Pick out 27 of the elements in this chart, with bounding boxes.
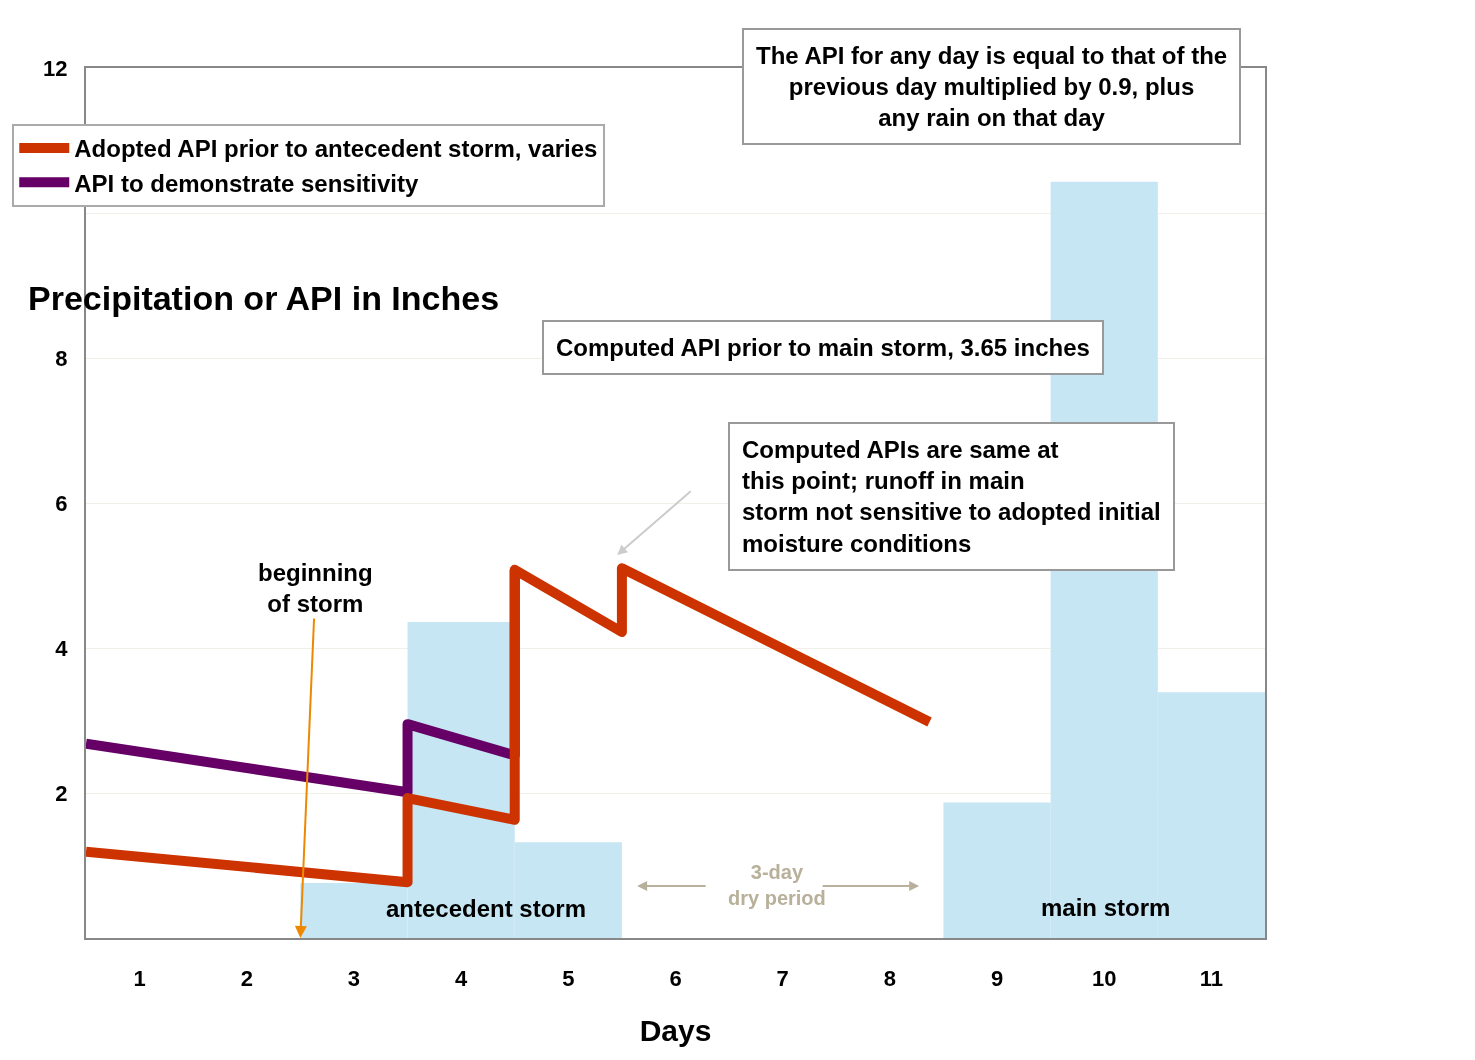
x-tick-label: 6 <box>669 966 682 992</box>
x-tick-label: 7 <box>776 966 789 992</box>
annotation: The API for any day is equal to that of the previous day multiplied by 0.9, plus any rain on that day <box>756 42 1228 132</box>
legend-label: Adopted API prior to antecedent storm, varies <box>74 135 598 163</box>
y-axis-title: Precipitation or API in Inches <box>28 279 500 317</box>
x-tick-label: 1 <box>133 966 146 992</box>
annotation: Computed API prior to main storm, 3.65 inches <box>556 334 1090 361</box>
annotation: 3-day dry period <box>728 861 826 909</box>
y-tick-label: 2 <box>55 780 68 806</box>
x-tick-label: 2 <box>240 966 253 992</box>
x-tick-label: 11 <box>1199 966 1224 992</box>
annotation: Computed APIs are same at this point; runoff in main storm not sensitive to adopted initial moisture conditions <box>742 436 1161 557</box>
y-tick-label: 12 <box>43 55 68 81</box>
legend-label: API to demonstrate sensitivity <box>74 169 419 197</box>
x-tick-label: 10 <box>1091 966 1117 992</box>
y-tick-label: 4 <box>55 635 69 661</box>
x-tick-label: 8 <box>883 966 896 992</box>
annotation: main storm <box>1041 894 1171 921</box>
x-tick-label: 9 <box>990 966 1004 992</box>
x-tick-label: 5 <box>562 966 575 992</box>
annotation: antecedent storm <box>386 895 587 922</box>
x-tick-label: 4 <box>455 966 469 992</box>
x-tick-label: 3 <box>347 966 361 992</box>
annotation: beginning of storm <box>258 559 373 618</box>
x-axis-title: Days <box>639 1014 712 1048</box>
y-tick-label: 8 <box>55 345 68 371</box>
y-tick-label: 6 <box>55 490 68 516</box>
